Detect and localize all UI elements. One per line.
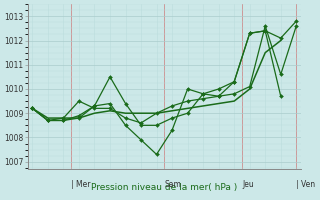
Text: | Mer: | Mer <box>71 180 91 189</box>
X-axis label: Pression niveau de la mer( hPa ): Pression niveau de la mer( hPa ) <box>91 183 237 192</box>
Text: Sam: Sam <box>164 180 181 189</box>
Text: | Ven: | Ven <box>296 180 316 189</box>
Text: Jeu: Jeu <box>242 180 254 189</box>
